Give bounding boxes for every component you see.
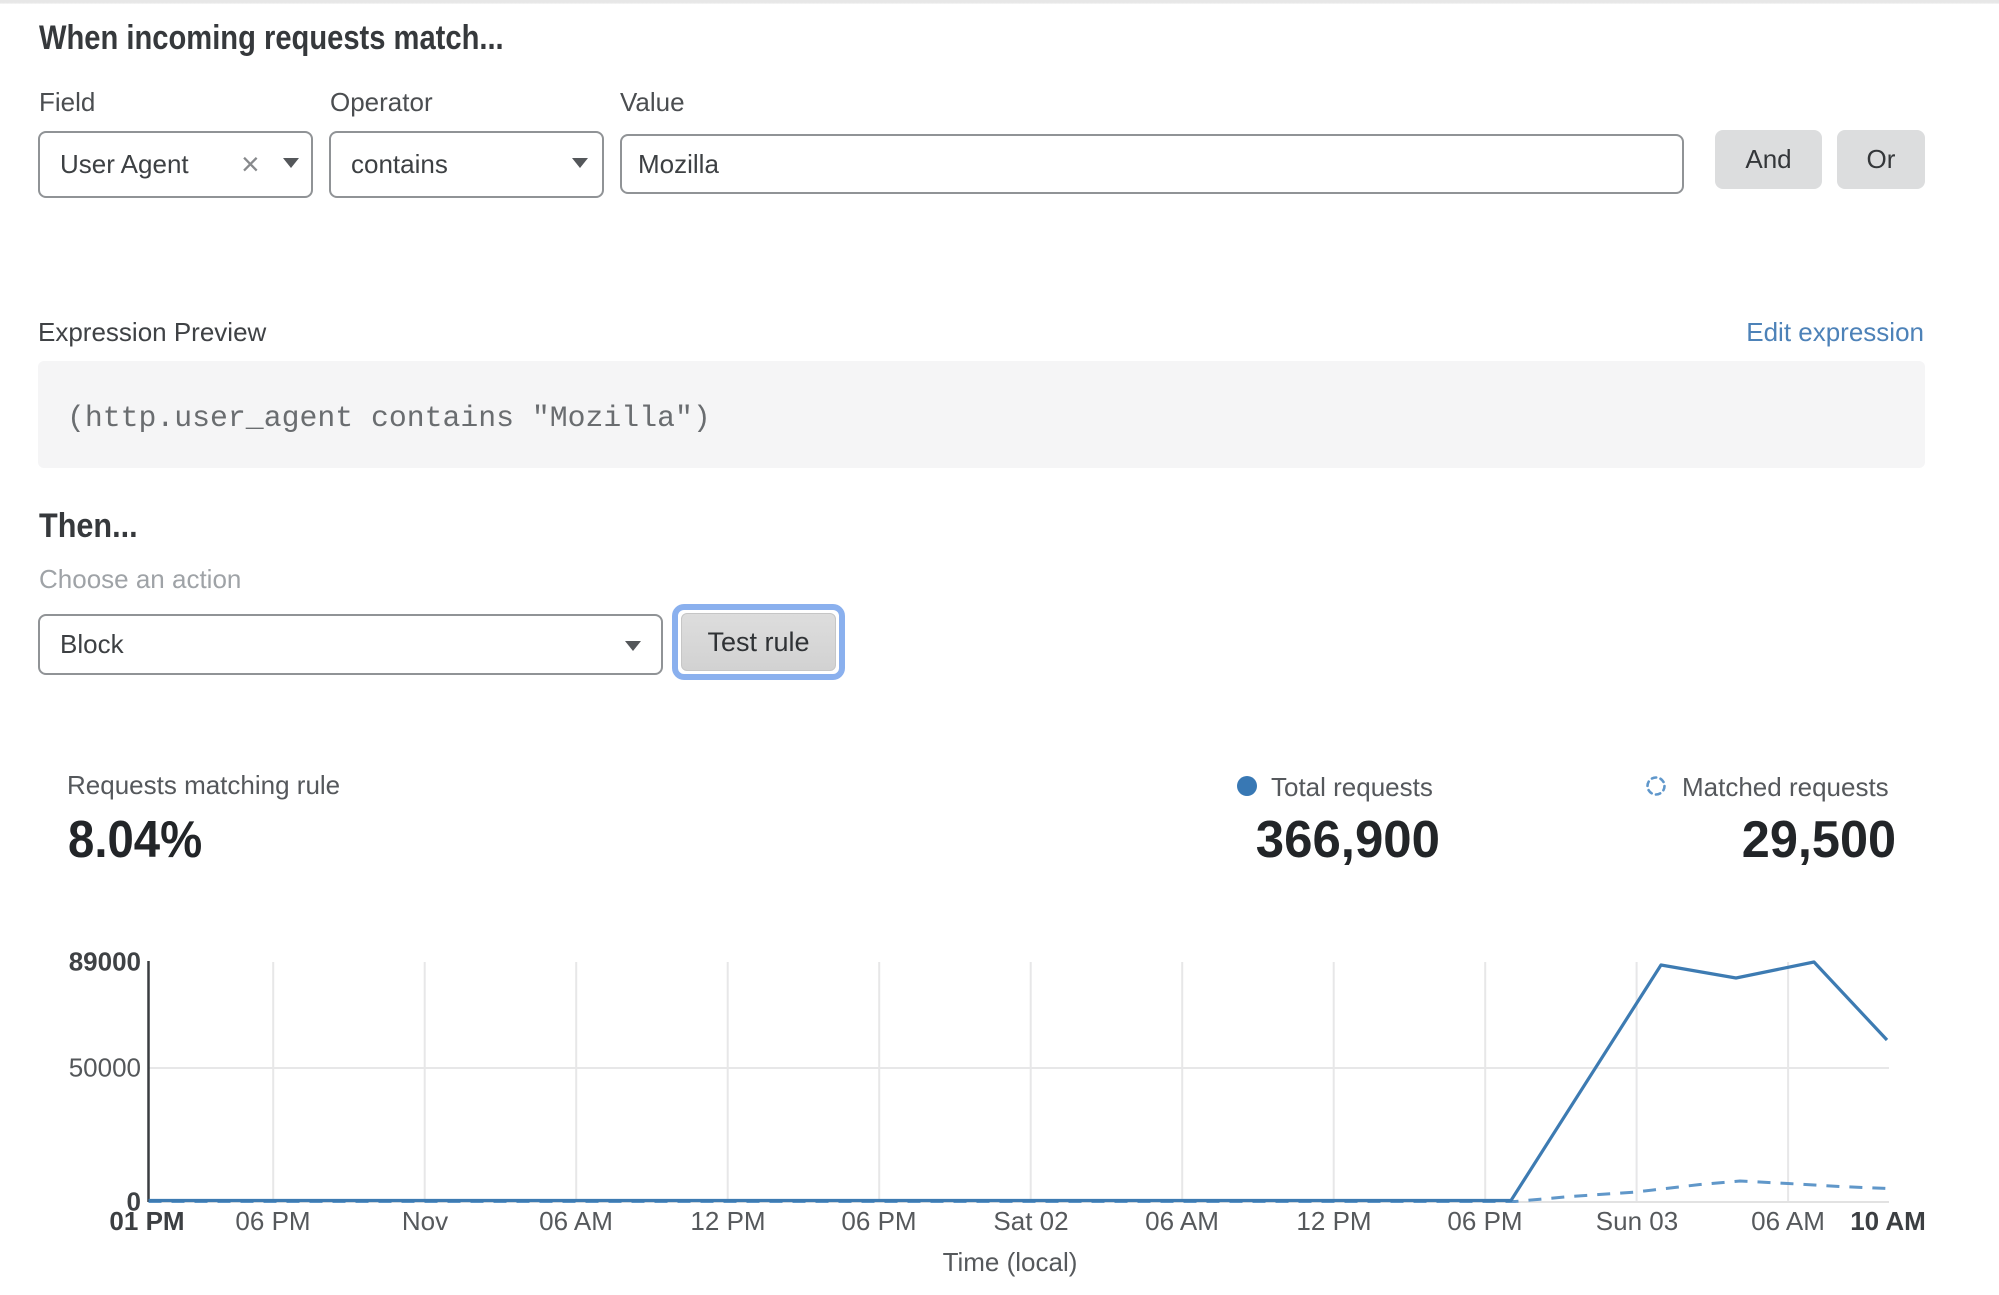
svg-text:Sat 02: Sat 02 [993,1206,1068,1236]
svg-text:06 PM: 06 PM [841,1206,916,1236]
svg-text:Time (local): Time (local) [943,1247,1078,1277]
svg-text:06 PM: 06 PM [1447,1206,1522,1236]
svg-text:89000: 89000 [69,947,141,977]
svg-text:Nov: Nov [402,1206,448,1236]
svg-text:06 AM: 06 AM [1145,1206,1219,1236]
svg-text:12 PM: 12 PM [1296,1206,1371,1236]
svg-text:0: 0 [127,1187,141,1217]
svg-text:10 AM: 10 AM [1850,1206,1926,1236]
svg-text:06 AM: 06 AM [539,1206,613,1236]
svg-text:50000: 50000 [69,1053,141,1083]
svg-text:06 PM: 06 PM [235,1206,310,1236]
svg-text:06 AM: 06 AM [1751,1206,1825,1236]
svg-text:Sun 03: Sun 03 [1596,1206,1678,1236]
svg-text:01 PM: 01 PM [109,1206,184,1236]
svg-text:12 PM: 12 PM [690,1206,765,1236]
